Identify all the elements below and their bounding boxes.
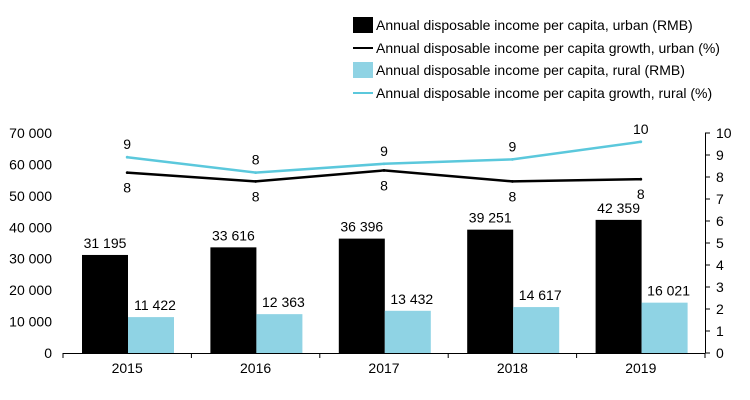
rural-income-bar [641,302,688,353]
bar-value-label: 11 422 [134,297,176,313]
urban-income-bar [467,229,514,353]
left-axis-tick-label: 20 000 [9,282,52,298]
urban-income-bar [210,247,257,353]
rural-income-bar [384,310,431,353]
rural-income-bar [256,314,303,353]
left-axis-tick-label: 40 000 [9,219,52,235]
urban-growth-point [511,180,514,183]
rural-growth-point [125,155,129,159]
bar-value-label: 14 617 [519,287,562,303]
line-value-label: 8 [509,188,517,204]
line-value-label: 8 [123,180,131,196]
urban-growth-point [639,177,643,181]
left-axis-tick-label: 50 000 [9,188,52,204]
urban-growth-point [125,171,129,175]
legend-swatch [352,62,374,79]
legend-swatch [352,17,374,34]
right-axis-tick-label: 6 [716,213,724,229]
left-axis-tick-label: 0 [44,345,52,361]
legend-label: Annual disposable income per capita, rur… [376,62,685,79]
line-value-label: 9 [123,136,131,152]
right-axis-tick-label: 8 [716,169,724,185]
x-axis-category-label: 2015 [112,360,143,376]
right-axis-tick-label: 1 [716,323,724,339]
bar-value-label: 31 195 [84,235,127,251]
rural-growth-point [511,158,514,161]
bar-value-label: 16 021 [647,283,690,299]
legend-line-swatch [352,91,374,94]
bar-value-label: 39 251 [469,210,512,226]
urban-income-bar [338,238,385,353]
bar-value-label: 36 396 [340,219,383,235]
urban-income-bar [82,254,128,353]
left-axis-tick-label: 10 000 [9,314,52,330]
x-axis-category-label: 2016 [240,360,271,376]
bar-value-label: 13 432 [390,291,433,307]
legend-item: Annual disposable income per capita, rur… [352,59,720,82]
legend-item: Annual disposable income per capita grow… [352,37,720,60]
x-axis-category-label: 2019 [625,360,656,376]
left-axis-tick-label: 30 000 [9,251,52,267]
urban-growth-point [382,169,386,172]
right-axis-tick-label: 4 [716,257,724,273]
bar-value-label: 12 363 [262,294,305,310]
right-axis-tick-label: 2 [716,301,724,317]
chart-legend: Annual disposable income per capita, urb… [352,14,720,104]
bar-value-label: 42 359 [597,200,640,216]
line-value-label: 8 [252,188,260,204]
bar-value-label: 33 616 [212,227,255,243]
right-axis-tick-label: 3 [716,279,724,295]
left-axis-tick-label: 60 000 [9,156,52,172]
legend-label: Annual disposable income per capita, urb… [376,17,693,34]
right-axis-tick-label: 7 [716,191,724,207]
legend-label: Annual disposable income per capita grow… [376,84,713,101]
right-axis-tick-label: 10 [716,125,732,141]
line-value-label: 10 [633,121,649,137]
rural-growth-point [382,162,386,166]
line-value-label: 8 [380,177,388,193]
rural-income-bar [128,317,174,353]
legend-item: Annual disposable income per capita grow… [352,82,720,105]
legend-label: Annual disposable income per capita grow… [376,39,720,56]
x-axis-category-label: 2018 [497,360,528,376]
line-value-label: 9 [509,138,517,154]
urban-income-bar [595,219,642,353]
left-axis-tick-label: 70 000 [9,125,52,141]
urban-growth-point [254,180,257,183]
rural-growth-point [254,171,257,175]
right-axis-tick-label: 5 [716,235,724,251]
legend-line-swatch [352,46,374,49]
line-value-label: 8 [252,152,260,168]
right-axis-tick-label: 9 [716,147,724,163]
line-value-label: 8 [637,186,645,202]
right-axis-tick-label: 0 [716,345,724,361]
line-value-label: 9 [380,143,388,159]
rural-income-bar [513,307,560,353]
legend-item: Annual disposable income per capita, urb… [352,14,720,37]
x-axis-category-label: 2017 [368,360,399,376]
rural-growth-point [639,140,643,144]
